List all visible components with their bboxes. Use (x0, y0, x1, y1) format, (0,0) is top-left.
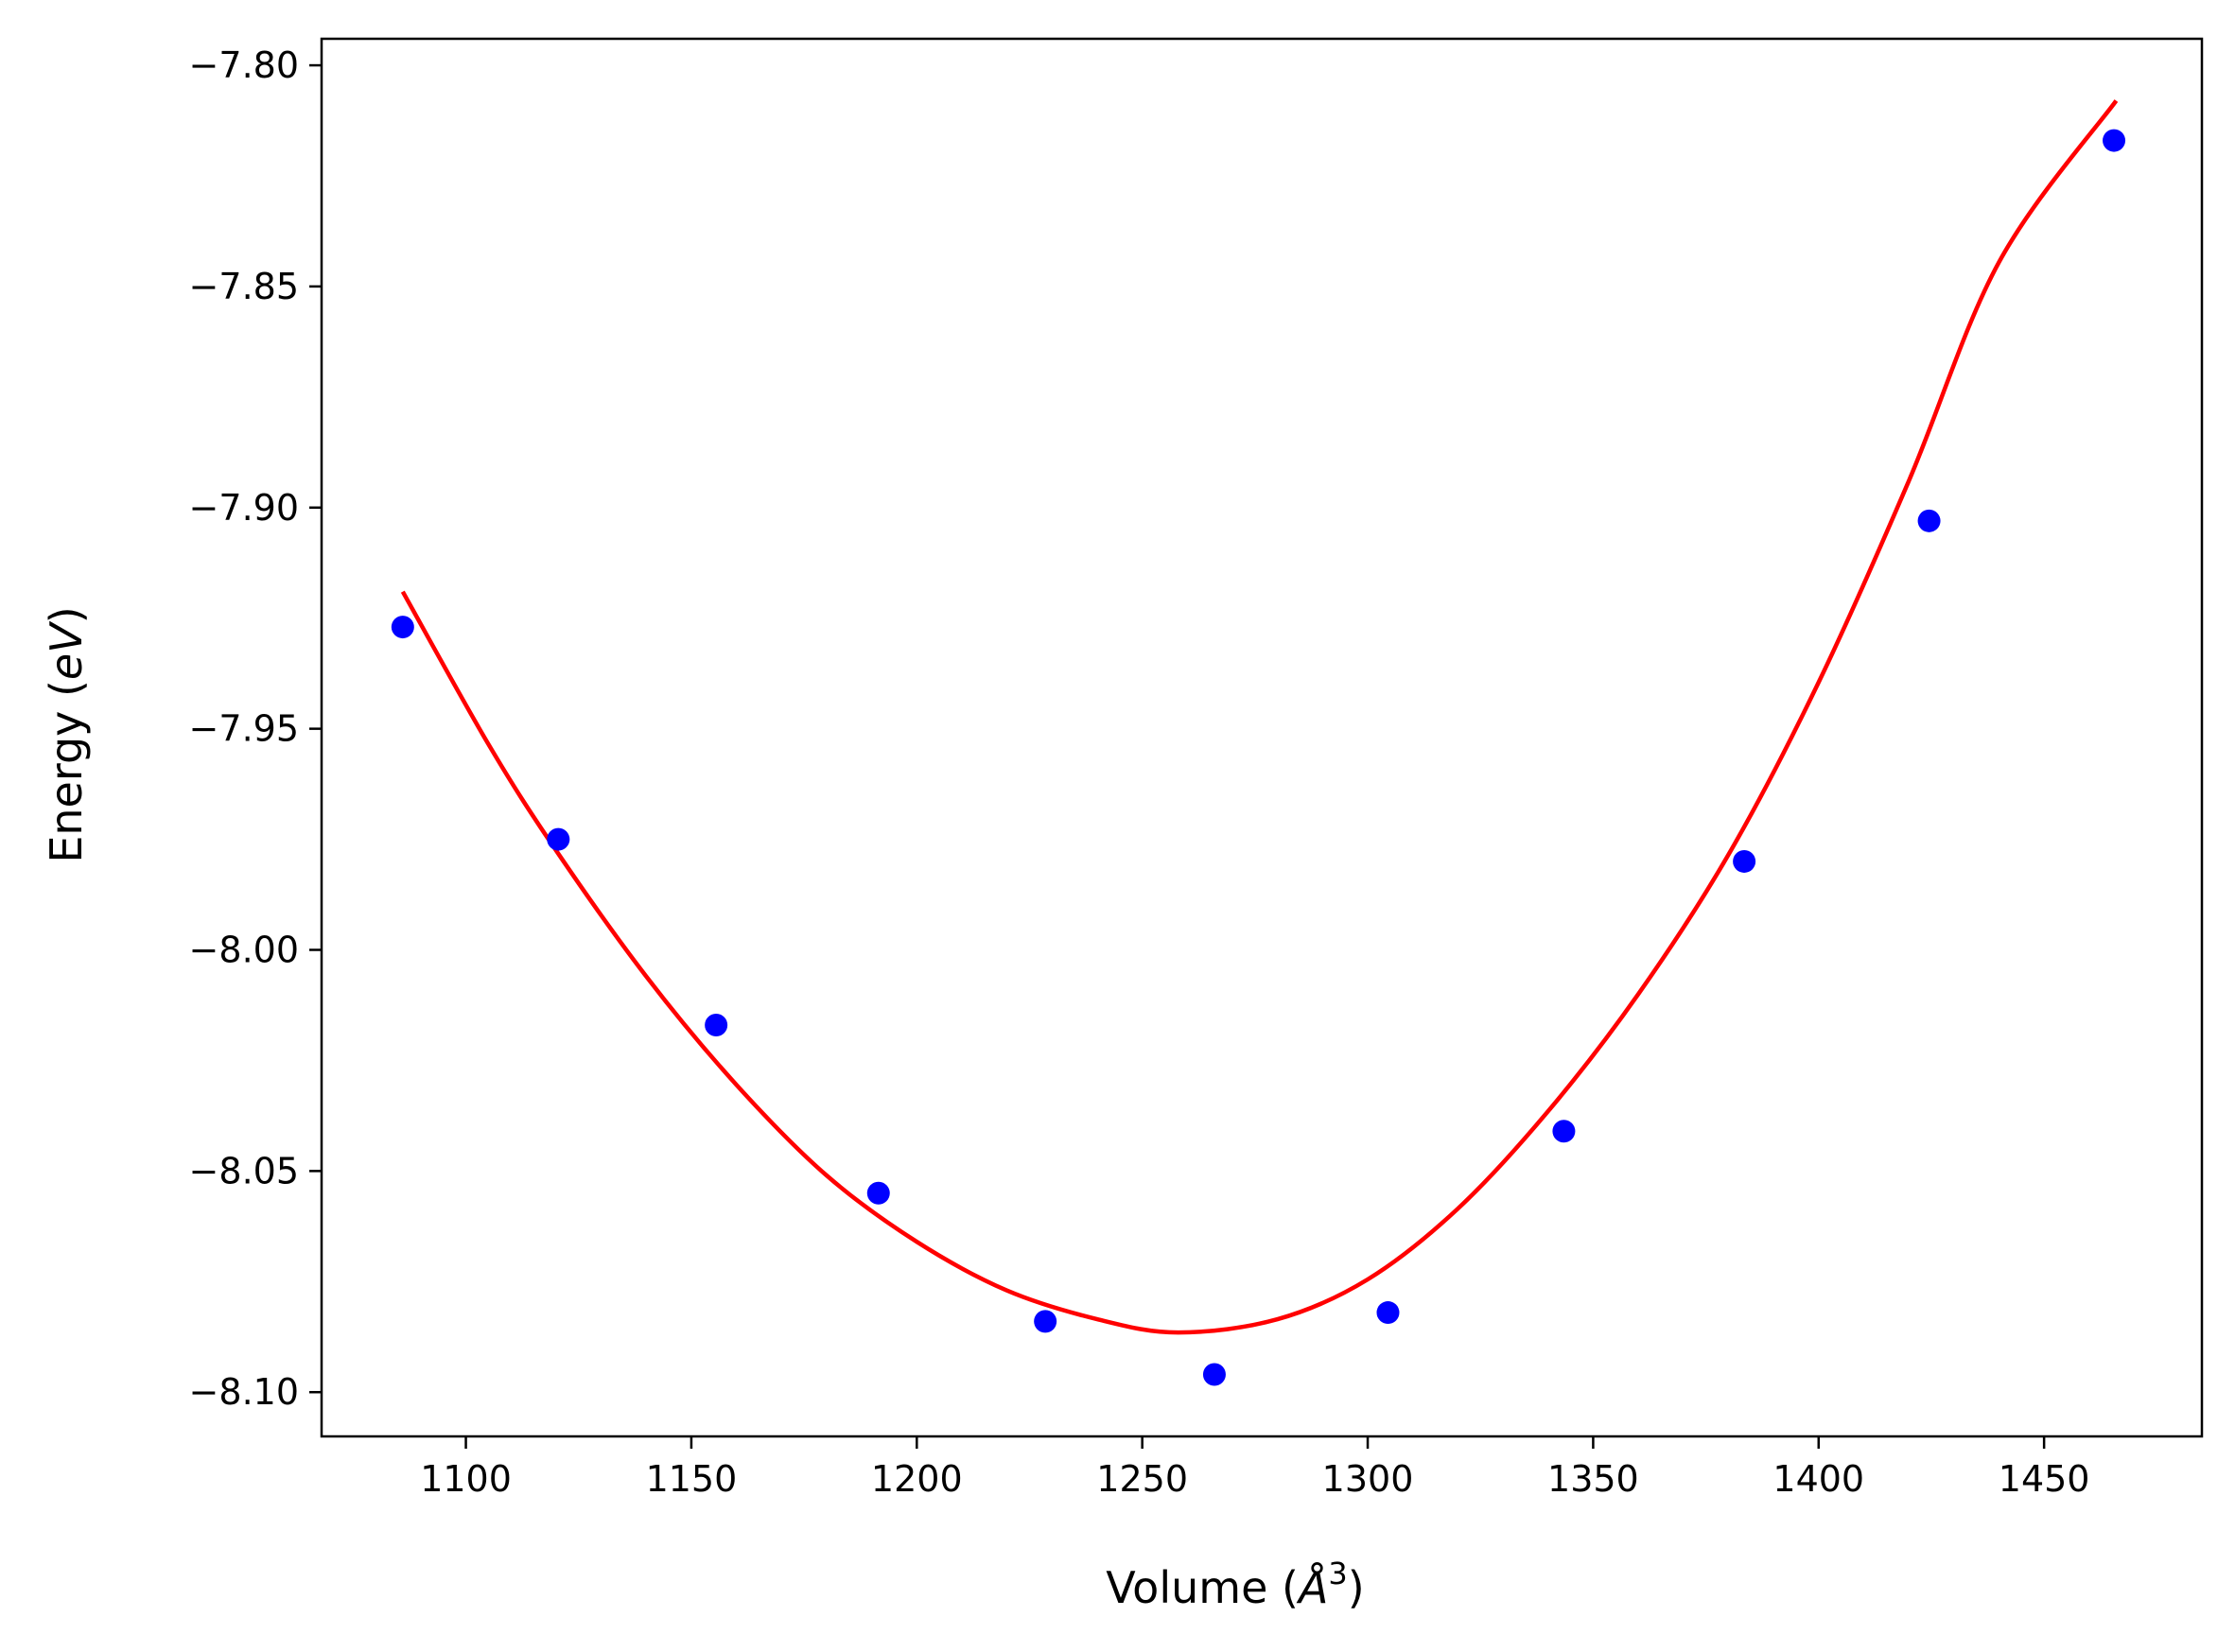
x-axis-label: Volume (Å3) (1106, 1556, 1364, 1613)
y-tick-label: −8.00 (189, 930, 299, 971)
data-point (1034, 1310, 1057, 1333)
x-tick-label: 1450 (1999, 1458, 2090, 1500)
y-axis-label-suffix: ) (41, 606, 92, 623)
x-tick-label: 1400 (1772, 1458, 1864, 1500)
x-tick-label: 1350 (1547, 1458, 1639, 1500)
y-axis-label-var: eV (41, 620, 92, 680)
x-tick-label: 1250 (1096, 1458, 1188, 1500)
y-axis-label: Energy (eV) (41, 606, 92, 862)
data-point (1733, 849, 1756, 873)
x-tick-label: 1200 (871, 1458, 963, 1500)
tick-layer: 1100 1150 1200 1250 1300 1350 1400 1450 −7.80 −7.… (189, 44, 2090, 1500)
y-axis-label-prefix: Energy ( (41, 680, 92, 863)
x-tick-label: 1300 (1322, 1458, 1414, 1500)
x-tick-label: 1100 (420, 1458, 512, 1500)
data-point (705, 1014, 728, 1037)
x-axis-label-suffix: ) (1348, 1562, 1365, 1613)
x-tick-label: 1150 (646, 1458, 738, 1500)
y-tick-label: −8.10 (189, 1371, 299, 1413)
plot-layer (391, 99, 2126, 1386)
y-tick-label: −7.80 (189, 44, 299, 86)
y-tick-label: −7.85 (189, 266, 299, 307)
x-axis-label-prefix: Volume ( (1106, 1562, 1299, 1613)
data-point (1376, 1301, 1400, 1325)
data-point (2103, 129, 2126, 152)
y-tick-label: −7.90 (189, 487, 299, 529)
data-point (1552, 1120, 1576, 1143)
fit-curve (400, 99, 2119, 1335)
y-tick-label: −7.95 (189, 708, 299, 750)
y-tick-label: −8.05 (189, 1150, 299, 1191)
data-point (391, 616, 414, 639)
data-point (1202, 1363, 1226, 1386)
data-point (866, 1181, 890, 1205)
x-axis-label-var: Å (1296, 1562, 1328, 1613)
data-point (1917, 509, 1941, 532)
data-point (547, 827, 570, 851)
plot-frame (320, 37, 2204, 1438)
x-axis-label-sup: 3 (1328, 1556, 1347, 1591)
